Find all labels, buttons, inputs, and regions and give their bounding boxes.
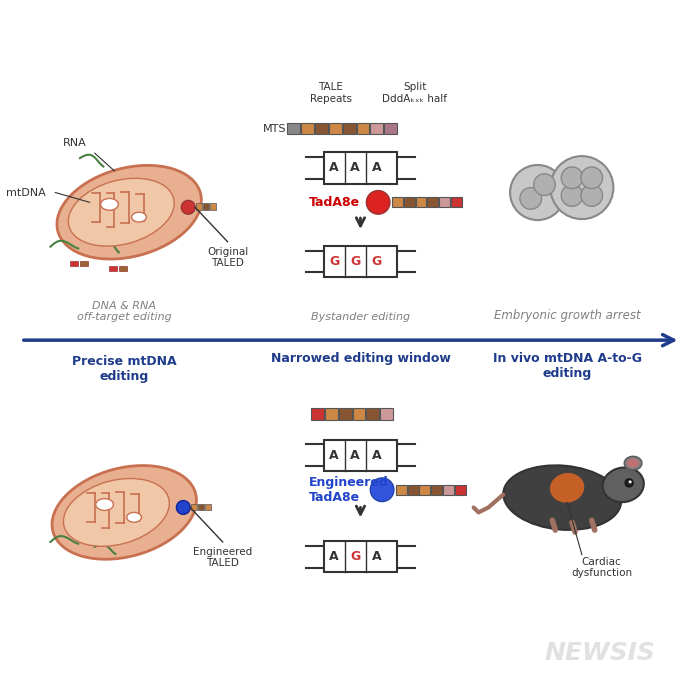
Bar	[416, 197, 426, 207]
Bar	[396, 485, 407, 495]
Bar	[205, 503, 211, 510]
Ellipse shape	[627, 458, 639, 468]
Text: Split
DddAₖₓₖ half: Split DddAₖₓₖ half	[382, 83, 447, 104]
Ellipse shape	[101, 198, 118, 210]
Ellipse shape	[132, 212, 146, 222]
Circle shape	[181, 200, 195, 214]
Circle shape	[550, 156, 613, 219]
Ellipse shape	[52, 466, 197, 559]
Bar	[384, 122, 397, 134]
Bar	[70, 261, 78, 266]
Text: G: G	[329, 255, 340, 268]
Ellipse shape	[550, 473, 584, 503]
Bar	[286, 122, 300, 134]
Ellipse shape	[503, 466, 621, 530]
Circle shape	[581, 185, 603, 206]
Bar	[191, 503, 197, 510]
Ellipse shape	[603, 468, 644, 502]
Text: A: A	[372, 550, 381, 564]
Text: G: G	[350, 550, 360, 564]
Circle shape	[370, 478, 394, 502]
Bar	[119, 266, 127, 272]
Bar	[325, 408, 338, 420]
Circle shape	[176, 500, 190, 514]
Bar	[439, 197, 450, 207]
Text: DNA & RNA
off-target editing: DNA & RNA off-target editing	[77, 301, 172, 323]
Bar	[198, 503, 204, 510]
Ellipse shape	[64, 479, 169, 546]
Bar	[210, 204, 216, 210]
Bar	[80, 261, 88, 266]
Text: Cardiac
dysfunction: Cardiac dysfunction	[571, 556, 632, 578]
FancyBboxPatch shape	[323, 541, 398, 573]
Text: MTS: MTS	[263, 124, 286, 134]
Text: G: G	[350, 255, 360, 268]
Bar	[366, 408, 379, 420]
Bar	[356, 122, 370, 134]
Text: Narrowed editing window: Narrowed editing window	[270, 352, 450, 365]
Text: A: A	[329, 550, 339, 564]
Bar	[196, 204, 202, 210]
Text: Embryonic growth arrest: Embryonic growth arrest	[494, 309, 640, 323]
FancyBboxPatch shape	[323, 246, 398, 277]
Bar	[404, 197, 414, 207]
Bar	[203, 204, 209, 210]
Text: Engineered
TALED: Engineered TALED	[193, 547, 252, 568]
Text: NEWSIS: NEWSIS	[545, 641, 656, 665]
Bar	[302, 122, 314, 134]
Bar	[407, 485, 419, 495]
Bar	[339, 408, 351, 420]
Circle shape	[561, 167, 583, 188]
Text: A: A	[351, 449, 360, 462]
Ellipse shape	[57, 165, 202, 259]
Circle shape	[625, 479, 633, 486]
Ellipse shape	[69, 178, 174, 246]
FancyBboxPatch shape	[323, 152, 398, 183]
FancyBboxPatch shape	[323, 440, 398, 471]
Text: A: A	[372, 162, 381, 174]
Bar	[315, 122, 328, 134]
Circle shape	[561, 185, 583, 206]
Bar	[451, 197, 462, 207]
Text: Engineered
TadA8e: Engineered TadA8e	[309, 476, 389, 504]
Bar	[329, 122, 342, 134]
Text: In vivo mtDNA A-to-G
editing: In vivo mtDNA A-to-G editing	[493, 352, 642, 380]
Text: Precise mtDNA
editing: Precise mtDNA editing	[72, 355, 176, 383]
Bar	[419, 485, 430, 495]
Circle shape	[629, 480, 631, 484]
Text: RNA: RNA	[63, 138, 87, 148]
Bar	[380, 408, 393, 420]
Bar	[455, 485, 466, 495]
Circle shape	[533, 174, 555, 195]
Bar	[428, 197, 438, 207]
Bar	[392, 197, 402, 207]
Bar	[109, 266, 118, 272]
Text: mtDNA: mtDNA	[6, 188, 46, 197]
Ellipse shape	[624, 456, 642, 470]
Bar	[443, 485, 454, 495]
Text: Original
TALED: Original TALED	[207, 246, 248, 268]
Bar	[343, 122, 356, 134]
Ellipse shape	[127, 512, 141, 522]
Text: TALE
Repeats: TALE Repeats	[310, 83, 352, 104]
Text: TadA8e: TadA8e	[309, 196, 360, 209]
Bar	[431, 485, 442, 495]
Ellipse shape	[96, 498, 113, 510]
Circle shape	[366, 190, 390, 214]
Circle shape	[510, 165, 565, 220]
Bar	[353, 408, 365, 420]
Text: A: A	[329, 449, 339, 462]
Bar	[312, 408, 324, 420]
Text: Bystander editing: Bystander editing	[311, 312, 410, 323]
Circle shape	[581, 167, 603, 188]
Text: A: A	[329, 162, 339, 174]
Bar	[370, 122, 383, 134]
Text: A: A	[372, 449, 381, 462]
Text: G: G	[371, 255, 382, 268]
Circle shape	[520, 188, 542, 209]
Text: A: A	[351, 162, 360, 174]
